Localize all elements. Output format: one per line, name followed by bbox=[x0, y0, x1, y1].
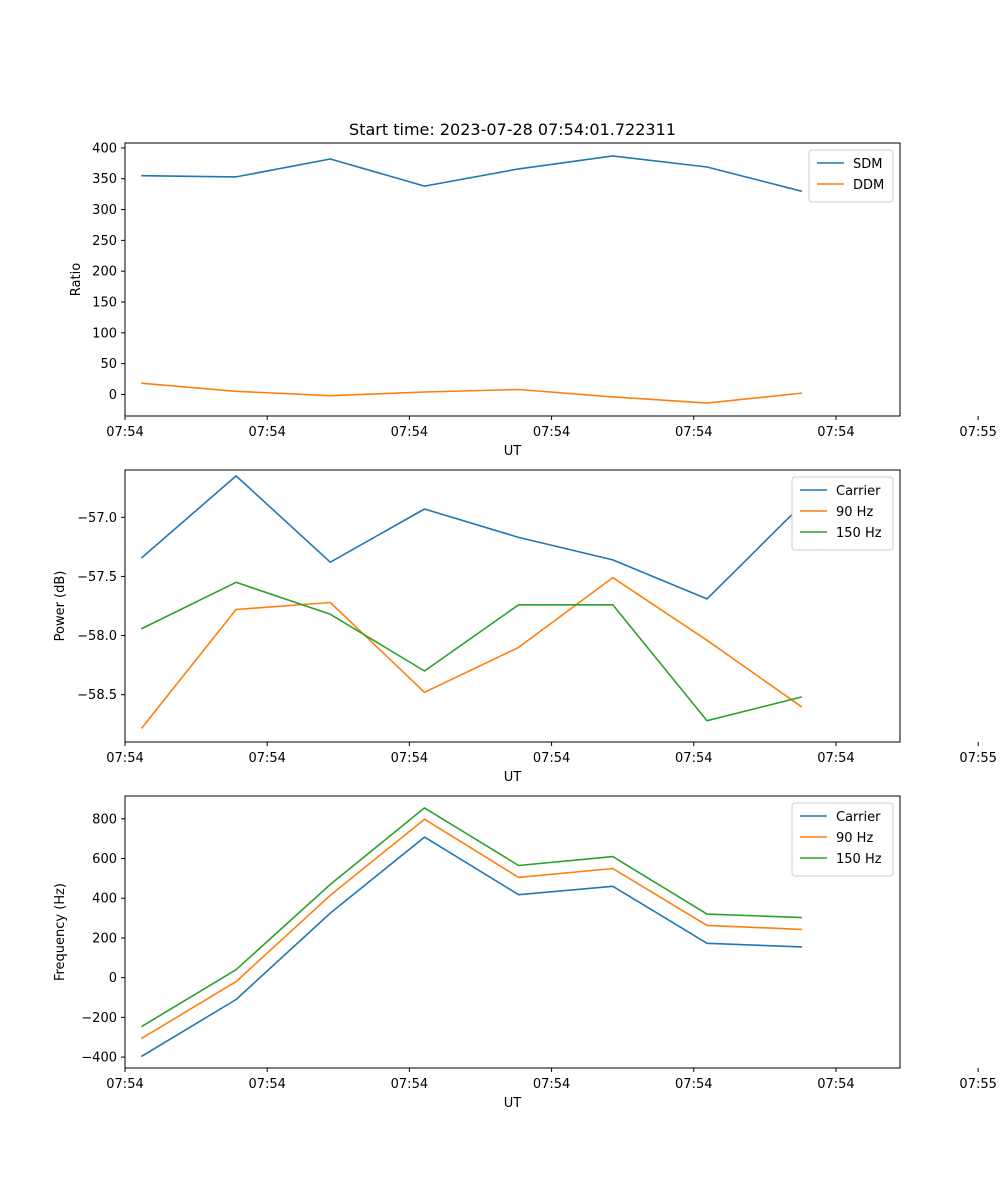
x-tick-label: 07:54 bbox=[106, 425, 143, 440]
y-tick-label: −200 bbox=[81, 1011, 117, 1026]
plot-frame bbox=[124, 795, 901, 1069]
y-tick-label: 400 bbox=[92, 141, 117, 156]
legend: Carrier 90 Hz 150 Hz bbox=[791, 476, 894, 551]
y-tick-label: 150 bbox=[92, 295, 117, 310]
y-tick-label: 400 bbox=[92, 892, 117, 907]
y-tick-label: −58.5 bbox=[77, 688, 117, 703]
y-axis-label: Ratio bbox=[69, 263, 84, 296]
y-tick-label: −57.0 bbox=[77, 511, 117, 526]
series-line-150-hz bbox=[140, 807, 802, 1028]
y-axis-label: Frequency (Hz) bbox=[53, 883, 68, 981]
x-tick-label: 07:54 bbox=[533, 1077, 570, 1092]
y-tick-label: 50 bbox=[100, 357, 117, 372]
legend-label: 150 Hz bbox=[836, 526, 882, 541]
series-line-carrier bbox=[140, 836, 802, 1058]
x-tick-label: 07:55 bbox=[959, 1077, 996, 1092]
legend-label: SDM bbox=[853, 157, 882, 172]
x-tick-label: 07:54 bbox=[817, 425, 854, 440]
x-tick-label: 07:54 bbox=[675, 1077, 712, 1092]
series-line-ddm bbox=[141, 382, 802, 404]
x-axis-label: UT bbox=[504, 444, 522, 459]
y-tick-label: −57.5 bbox=[77, 570, 117, 585]
legend-label: DDM bbox=[853, 178, 884, 193]
legend-label: 90 Hz bbox=[836, 505, 873, 520]
x-tick-label: 07:54 bbox=[391, 1077, 428, 1092]
y-tick-label: 600 bbox=[92, 852, 117, 867]
x-tick-label: 07:55 bbox=[959, 751, 996, 766]
x-tick-label: 07:54 bbox=[391, 751, 428, 766]
x-tick-label: 07:54 bbox=[248, 425, 285, 440]
plot-frame bbox=[124, 469, 901, 743]
series-line-150-hz bbox=[140, 581, 803, 722]
y-tick-label: 800 bbox=[92, 812, 117, 827]
legend: Carrier 90 Hz 150 Hz bbox=[791, 802, 894, 877]
x-tick-label: 07:54 bbox=[675, 425, 712, 440]
y-tick-label: 350 bbox=[92, 172, 117, 187]
y-tick-label: 0 bbox=[109, 388, 117, 403]
legend: SDM DDM bbox=[808, 149, 894, 203]
legend-label: Carrier bbox=[836, 810, 881, 825]
x-tick-label: 07:54 bbox=[533, 425, 570, 440]
series-line-sdm bbox=[141, 155, 803, 193]
series-line-90-hz bbox=[140, 576, 803, 729]
y-tick-label: 100 bbox=[92, 326, 117, 341]
x-tick-label: 07:54 bbox=[248, 751, 285, 766]
x-tick-label: 07:54 bbox=[533, 751, 570, 766]
y-tick-label: 250 bbox=[92, 234, 117, 249]
x-tick-label: 07:54 bbox=[817, 1077, 854, 1092]
y-axis-label: Power (dB) bbox=[53, 571, 68, 642]
y-tick-label: −400 bbox=[81, 1051, 117, 1066]
y-tick-label: 200 bbox=[92, 265, 117, 280]
x-tick-label: 07:54 bbox=[248, 1077, 285, 1092]
series-line-carrier bbox=[140, 475, 803, 600]
legend-label: 150 Hz bbox=[836, 852, 882, 867]
x-tick-label: 07:54 bbox=[106, 751, 143, 766]
y-tick-label: 200 bbox=[92, 931, 117, 946]
x-tick-label: 07:54 bbox=[817, 751, 854, 766]
chart-panel-1: Start time: 2023-07-28 07:54:01.722311 07… bbox=[69, 120, 997, 459]
chart-title: Start time: 2023-07-28 07:54:01.722311 bbox=[349, 120, 676, 139]
x-tick-label: 07:55 bbox=[959, 425, 996, 440]
x-tick-label: 07:54 bbox=[106, 1077, 143, 1092]
chart-panel-3: 07:54 07:54 07:54 07:54 07:54 07:54 07:55 −400 −… bbox=[53, 795, 997, 1111]
legend-label: Carrier bbox=[836, 484, 881, 499]
y-tick-label: 300 bbox=[92, 203, 117, 218]
series-line-90-hz bbox=[140, 818, 802, 1040]
x-tick-label: 07:54 bbox=[391, 425, 428, 440]
x-axis-label: UT bbox=[504, 770, 522, 785]
plot-frame bbox=[124, 142, 901, 417]
y-tick-label: −58.0 bbox=[77, 629, 117, 644]
x-axis-label: UT bbox=[504, 1096, 522, 1111]
y-tick-label: 0 bbox=[109, 971, 117, 986]
x-tick-label: 07:54 bbox=[675, 751, 712, 766]
legend-label: 90 Hz bbox=[836, 831, 873, 846]
chart-panel-2: 07:54 07:54 07:54 07:54 07:54 07:54 07:55 −57.0… bbox=[53, 469, 997, 785]
